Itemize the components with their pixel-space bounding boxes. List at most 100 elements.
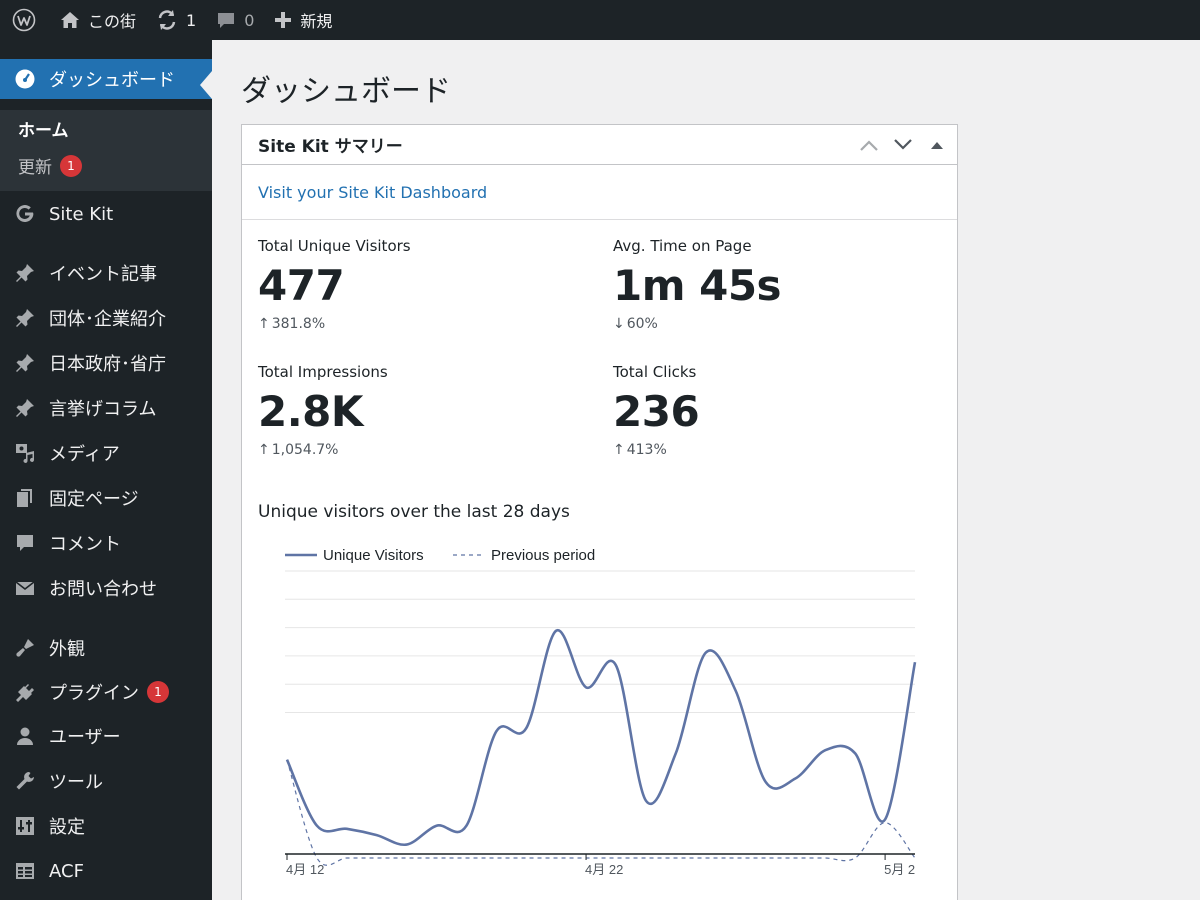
arrow-up-icon: ↑ [258, 442, 270, 458]
brush-icon [12, 635, 38, 661]
menu-organizations[interactable]: 団体･企業紹介 [0, 298, 212, 338]
legend-label-unique-visitors: Unique Visitors [323, 547, 424, 564]
arrow-up-icon: ↑ [258, 316, 270, 332]
menu-comments[interactable]: コメント [0, 523, 212, 563]
menu-settings-label: 設定 [49, 817, 85, 838]
x-tick-label: 4月 12 [286, 862, 324, 877]
menu-organizations-label: 団体･企業紹介 [49, 309, 166, 330]
admin-bar: この街 1 0 新規 [0, 0, 1200, 40]
wordpress-logo-button[interactable] [0, 0, 46, 40]
site-name: この街 [88, 12, 137, 31]
chart-gridlines [285, 570, 915, 713]
media-icon [12, 440, 38, 466]
metric-unique-visitors: Total Unique Visitors 477 ↑ 381.8% [258, 237, 598, 332]
menu-dashboard[interactable]: ダッシュボード [0, 59, 212, 99]
pages-icon [12, 485, 38, 511]
menu-government-label: 日本政府･省庁 [49, 354, 166, 375]
move-down-button[interactable] [891, 133, 915, 157]
menu-pages[interactable]: 固定ページ [0, 478, 212, 518]
plugins-badge: 1 [147, 681, 169, 703]
current-menu-arrow [200, 71, 212, 99]
metric-change: ↑ 413% [613, 442, 953, 458]
menu-users[interactable]: ユーザー [0, 716, 212, 756]
menu-contact-label: お問い合わせ [49, 579, 157, 600]
widget-header: Site Kit サマリー [242, 125, 957, 165]
settings-icon [12, 813, 38, 839]
mail-icon [12, 575, 38, 601]
pin-icon [12, 260, 38, 286]
site-name-button[interactable]: この街 [46, 0, 146, 40]
wordpress-logo-icon [12, 8, 36, 32]
menu-columns-label: 言挙げコラム [49, 399, 157, 420]
submenu-home-label: ホーム [18, 121, 69, 141]
dashboard-gauge-icon [12, 66, 38, 92]
menu-columns[interactable]: 言挙げコラム [0, 388, 212, 428]
legend-label-previous-period: Previous period [491, 547, 595, 564]
series-line-unique-visitors [285, 629, 917, 847]
metric-change-value: 381.8% [271, 316, 326, 332]
menu-users-label: ユーザー [49, 727, 121, 748]
menu-site-kit[interactable]: Site Kit [0, 194, 212, 234]
site-kit-dashboard-link[interactable]: Visit your Site Kit Dashboard [258, 182, 488, 202]
series-line-previous-period [286, 759, 916, 866]
chevron-down-icon [894, 139, 912, 150]
submenu-updates-label: 更新 [18, 158, 52, 178]
menu-media-label: メディア [49, 444, 120, 465]
menu-acf-label: ACF [49, 860, 84, 882]
comments-count: 0 [244, 10, 255, 30]
menu-contact[interactable]: お問い合わせ [0, 568, 212, 608]
admin-sidebar: ダッシュボード ホーム 更新 1 Site Kit イベント記事 団体･企業紹介 [0, 40, 212, 900]
new-content-button[interactable]: 新規 [264, 0, 342, 40]
updates-count: 1 [186, 10, 197, 30]
menu-tools[interactable]: ツール [0, 761, 212, 801]
menu-settings[interactable]: 設定 [0, 806, 212, 846]
chevron-up-icon [860, 140, 878, 151]
comments-button[interactable]: 0 [206, 0, 264, 40]
menu-appearance[interactable]: 外観 [0, 628, 212, 668]
menu-government[interactable]: 日本政府･省庁 [0, 343, 212, 383]
menu-media[interactable]: メディア [0, 433, 212, 473]
menu-plugins[interactable]: プラグイン 1 [0, 672, 212, 712]
x-axis-ticks: 4月 12 4月 22 5月 2 [286, 854, 915, 877]
metric-clicks: Total Clicks 236 ↑ 413% [613, 363, 953, 458]
menu-pages-label: 固定ページ [49, 489, 139, 510]
chart-title: Unique visitors over the last 28 days [258, 502, 570, 522]
metric-label: Total Unique Visitors [258, 237, 411, 255]
pin-icon [12, 350, 38, 376]
menu-plugins-label: プラグイン [49, 683, 139, 704]
metric-value: 477 [258, 261, 345, 310]
menu-comments-label: コメント [49, 534, 121, 555]
site-kit-summary-widget: Site Kit サマリー Visit your Site Kit Dashbo… [241, 124, 958, 900]
metric-value: 236 [613, 387, 700, 436]
menu-tools-label: ツール [49, 772, 103, 793]
comment-icon [12, 530, 38, 556]
submenu-updates[interactable]: 更新 1 [18, 153, 82, 178]
metric-change: ↑ 381.8% [258, 316, 598, 332]
dashboard-submenu: ホーム 更新 1 [0, 110, 212, 191]
updates-button[interactable]: 1 [146, 0, 206, 40]
chart-series [285, 629, 917, 866]
table-icon [12, 858, 38, 884]
submenu-home[interactable]: ホーム [18, 116, 69, 141]
user-icon [12, 723, 38, 749]
metric-avg-time: Avg. Time on Page 1m 45s ↓ 60% [613, 237, 953, 332]
wrench-icon [12, 768, 38, 794]
updates-badge: 1 [60, 154, 82, 177]
home-icon [61, 12, 79, 28]
pin-icon [12, 395, 38, 421]
toggle-panel-button[interactable] [925, 133, 949, 157]
comment-bubble-icon [218, 13, 235, 28]
x-tick-label: 5月 2 [884, 862, 915, 877]
widget-title: Site Kit サマリー [258, 137, 403, 157]
menu-event-posts-label: イベント記事 [49, 264, 157, 285]
page-title: ダッシュボード [241, 74, 451, 109]
google-g-icon [12, 201, 38, 227]
menu-event-posts[interactable]: イベント記事 [0, 253, 212, 293]
x-tick-label: 4月 22 [585, 862, 623, 877]
menu-acf[interactable]: ACF [0, 851, 212, 891]
menu-site-kit-label: Site Kit [49, 203, 114, 225]
metric-value: 1m 45s [613, 261, 782, 310]
pin-icon [12, 305, 38, 331]
widget-link-row: Visit your Site Kit Dashboard [242, 165, 957, 220]
move-up-button[interactable] [857, 133, 881, 157]
